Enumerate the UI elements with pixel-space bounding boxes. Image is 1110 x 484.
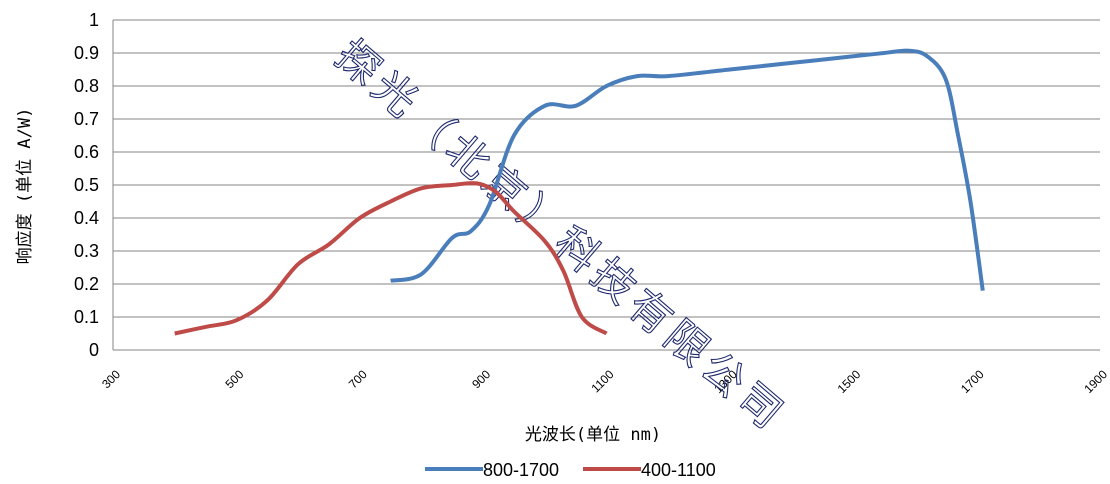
y-tick-label: 0.4: [74, 208, 99, 228]
y-tick-labels: 0 0.1 0.2 0.3 0.4 0.5 0.6 0.7 0.8 0.9 1: [74, 10, 99, 360]
x-tick-label: 700: [346, 367, 370, 391]
y-tick-label: 0.6: [74, 142, 99, 162]
y-tick-label: 1: [89, 10, 99, 30]
x-tick-labels: 300 500 700 900 1100 1300 1500 1700 1900: [99, 367, 1110, 396]
watermark: 探光（北京）科技有限公司: [326, 30, 797, 442]
y-tick-label: 0.9: [74, 43, 99, 63]
y-axis-title: 响应度 (单位 A/W): [15, 108, 35, 265]
x-axis-title: 光波长(单位 nm): [525, 425, 661, 445]
y-tick-label: 0.1: [74, 307, 99, 327]
x-tick-label: 1700: [958, 367, 987, 396]
x-tick-label: 1500: [835, 367, 864, 396]
x-tick-label: 500: [222, 367, 246, 391]
y-tick-label: 0: [89, 340, 99, 360]
x-tick-label: 1100: [588, 367, 616, 395]
watermark-text: 探光（北京）科技有限公司: [327, 30, 797, 441]
legend-label: 400-1100: [641, 460, 716, 480]
y-tick-label: 0.3: [74, 241, 99, 261]
y-tick-label: 0.5: [74, 175, 99, 195]
x-tick-label: 300: [99, 367, 123, 391]
series-lines: [174, 48, 985, 336]
x-tick-label: 900: [469, 367, 493, 391]
legend: 800-1700 400-1100: [425, 460, 716, 480]
legend-label: 800-1700: [483, 460, 559, 480]
y-tick-label: 0.7: [74, 109, 99, 129]
y-tick-label: 0.8: [74, 76, 99, 96]
y-tick-label: 0.2: [74, 274, 99, 294]
series-line-1: [390, 48, 985, 291]
series-line-2: [174, 181, 608, 336]
x-tick-label: 1900: [1081, 367, 1110, 396]
